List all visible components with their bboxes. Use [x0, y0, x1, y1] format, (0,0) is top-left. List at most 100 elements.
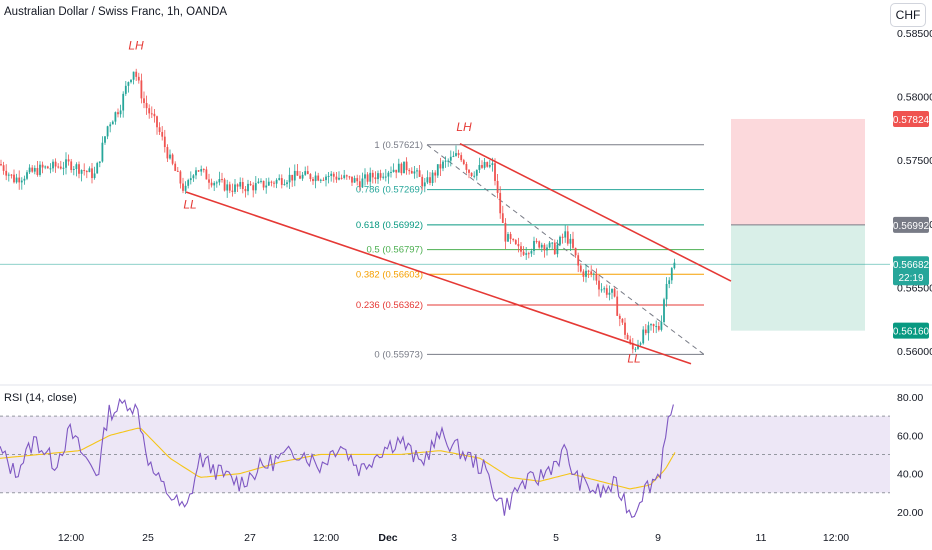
candle-body: [23, 178, 26, 181]
candle-body: [598, 280, 600, 290]
candle-body: [436, 164, 439, 176]
candle-body: [213, 182, 216, 186]
candle-body: [273, 182, 275, 184]
candle-body: [200, 169, 203, 172]
candle-body: [234, 184, 236, 192]
candle-body: [520, 246, 522, 252]
candle-body: [527, 253, 530, 255]
candle-body: [442, 161, 444, 169]
candle-body: [265, 185, 268, 188]
candle-body: [317, 175, 320, 181]
candle-body: [46, 166, 49, 169]
candle-body: [665, 283, 668, 300]
candle-body: [525, 253, 528, 255]
candle-body: [304, 171, 307, 175]
candle-body: [15, 177, 18, 183]
candle-body: [660, 321, 663, 330]
candle-body: [244, 188, 247, 192]
candle-body: [72, 169, 75, 171]
candle-body: [473, 175, 476, 177]
candle-body: [52, 161, 54, 169]
rsi-title: RSI (14, close): [4, 392, 77, 404]
candle-body: [379, 173, 382, 178]
candle-body: [481, 165, 483, 168]
candle-body: [236, 184, 239, 187]
candle-body: [174, 163, 177, 171]
candle-body: [221, 179, 223, 181]
candle-body: [158, 127, 161, 133]
candle-body: [301, 174, 304, 179]
candle-body: [85, 171, 88, 173]
candle-body: [587, 270, 590, 272]
candle-body: [117, 112, 119, 115]
candle-body: [639, 343, 642, 345]
candle-body: [405, 161, 408, 171]
currency-button[interactable]: CHF: [890, 3, 926, 27]
candle-body: [465, 164, 468, 170]
price-axis-tick: 0.56500: [897, 282, 932, 294]
candle-body: [353, 178, 356, 183]
candle-body: [577, 255, 580, 266]
candle-body: [171, 154, 174, 164]
candle-body: [488, 164, 491, 167]
candle-body: [65, 159, 67, 168]
candle-body: [455, 153, 457, 156]
candle-body: [429, 177, 431, 183]
candle-body: [262, 180, 265, 188]
chart-title: Australian Dollar / Swiss Franc, 1h, OAN…: [4, 6, 228, 18]
candle-body: [59, 166, 62, 169]
candle-body: [187, 180, 190, 186]
fib-level-label: 0.618 (0.56992): [356, 220, 423, 231]
candle-body: [592, 273, 595, 275]
candle-body: [517, 244, 520, 247]
candle-body: [288, 174, 291, 183]
candle-body: [270, 181, 273, 183]
candle-body: [179, 171, 182, 184]
candle-body: [306, 171, 309, 175]
rsi-ma-line: [0, 427, 676, 490]
candle-body: [652, 324, 655, 327]
candle-body: [91, 168, 93, 179]
candle-body: [504, 222, 507, 242]
candle-body: [642, 329, 645, 344]
candle-body: [10, 174, 13, 176]
channel-upper-line: [459, 142, 732, 282]
candle-body: [148, 108, 151, 114]
candle-body: [364, 174, 366, 179]
candle-body: [327, 175, 330, 177]
price-axis: 0.585000.580000.575000.570000.565000.560…: [897, 28, 932, 519]
candle-body: [137, 76, 140, 81]
candle-body: [535, 240, 538, 242]
candle-body: [322, 179, 325, 181]
candle-body: [26, 172, 28, 179]
time-axis-tick: Dec: [378, 532, 397, 544]
candle-body: [574, 247, 577, 256]
price-axis-tick: 0.56000: [897, 346, 932, 358]
candle-body: [88, 168, 91, 173]
candle-body: [39, 164, 41, 175]
candle-body: [54, 161, 57, 167]
candle-body: [392, 169, 395, 172]
candle-body: [663, 299, 665, 322]
candle-body: [668, 280, 671, 284]
candle-body: [239, 182, 242, 187]
candle-body: [319, 179, 322, 181]
candle-body: [382, 176, 385, 178]
candle-body: [96, 163, 99, 174]
candle-body: [400, 163, 403, 174]
candle-body: [182, 183, 184, 191]
time-axis-tick: 27: [244, 532, 256, 544]
candle-body: [111, 121, 114, 125]
candle-body: [124, 85, 127, 94]
candle-body: [226, 184, 229, 191]
candle-body: [119, 110, 122, 115]
time-axis: 12:00 25 27 12:00 Dec 3 5 9 11 12:00: [58, 532, 849, 544]
candle-body: [80, 170, 83, 174]
candle-body: [195, 170, 197, 176]
candle-body: [78, 164, 80, 174]
candle-body: [312, 179, 314, 182]
candle-body: [143, 98, 145, 103]
candle-body: [145, 102, 148, 109]
fib-trend-line: [426, 144, 705, 355]
